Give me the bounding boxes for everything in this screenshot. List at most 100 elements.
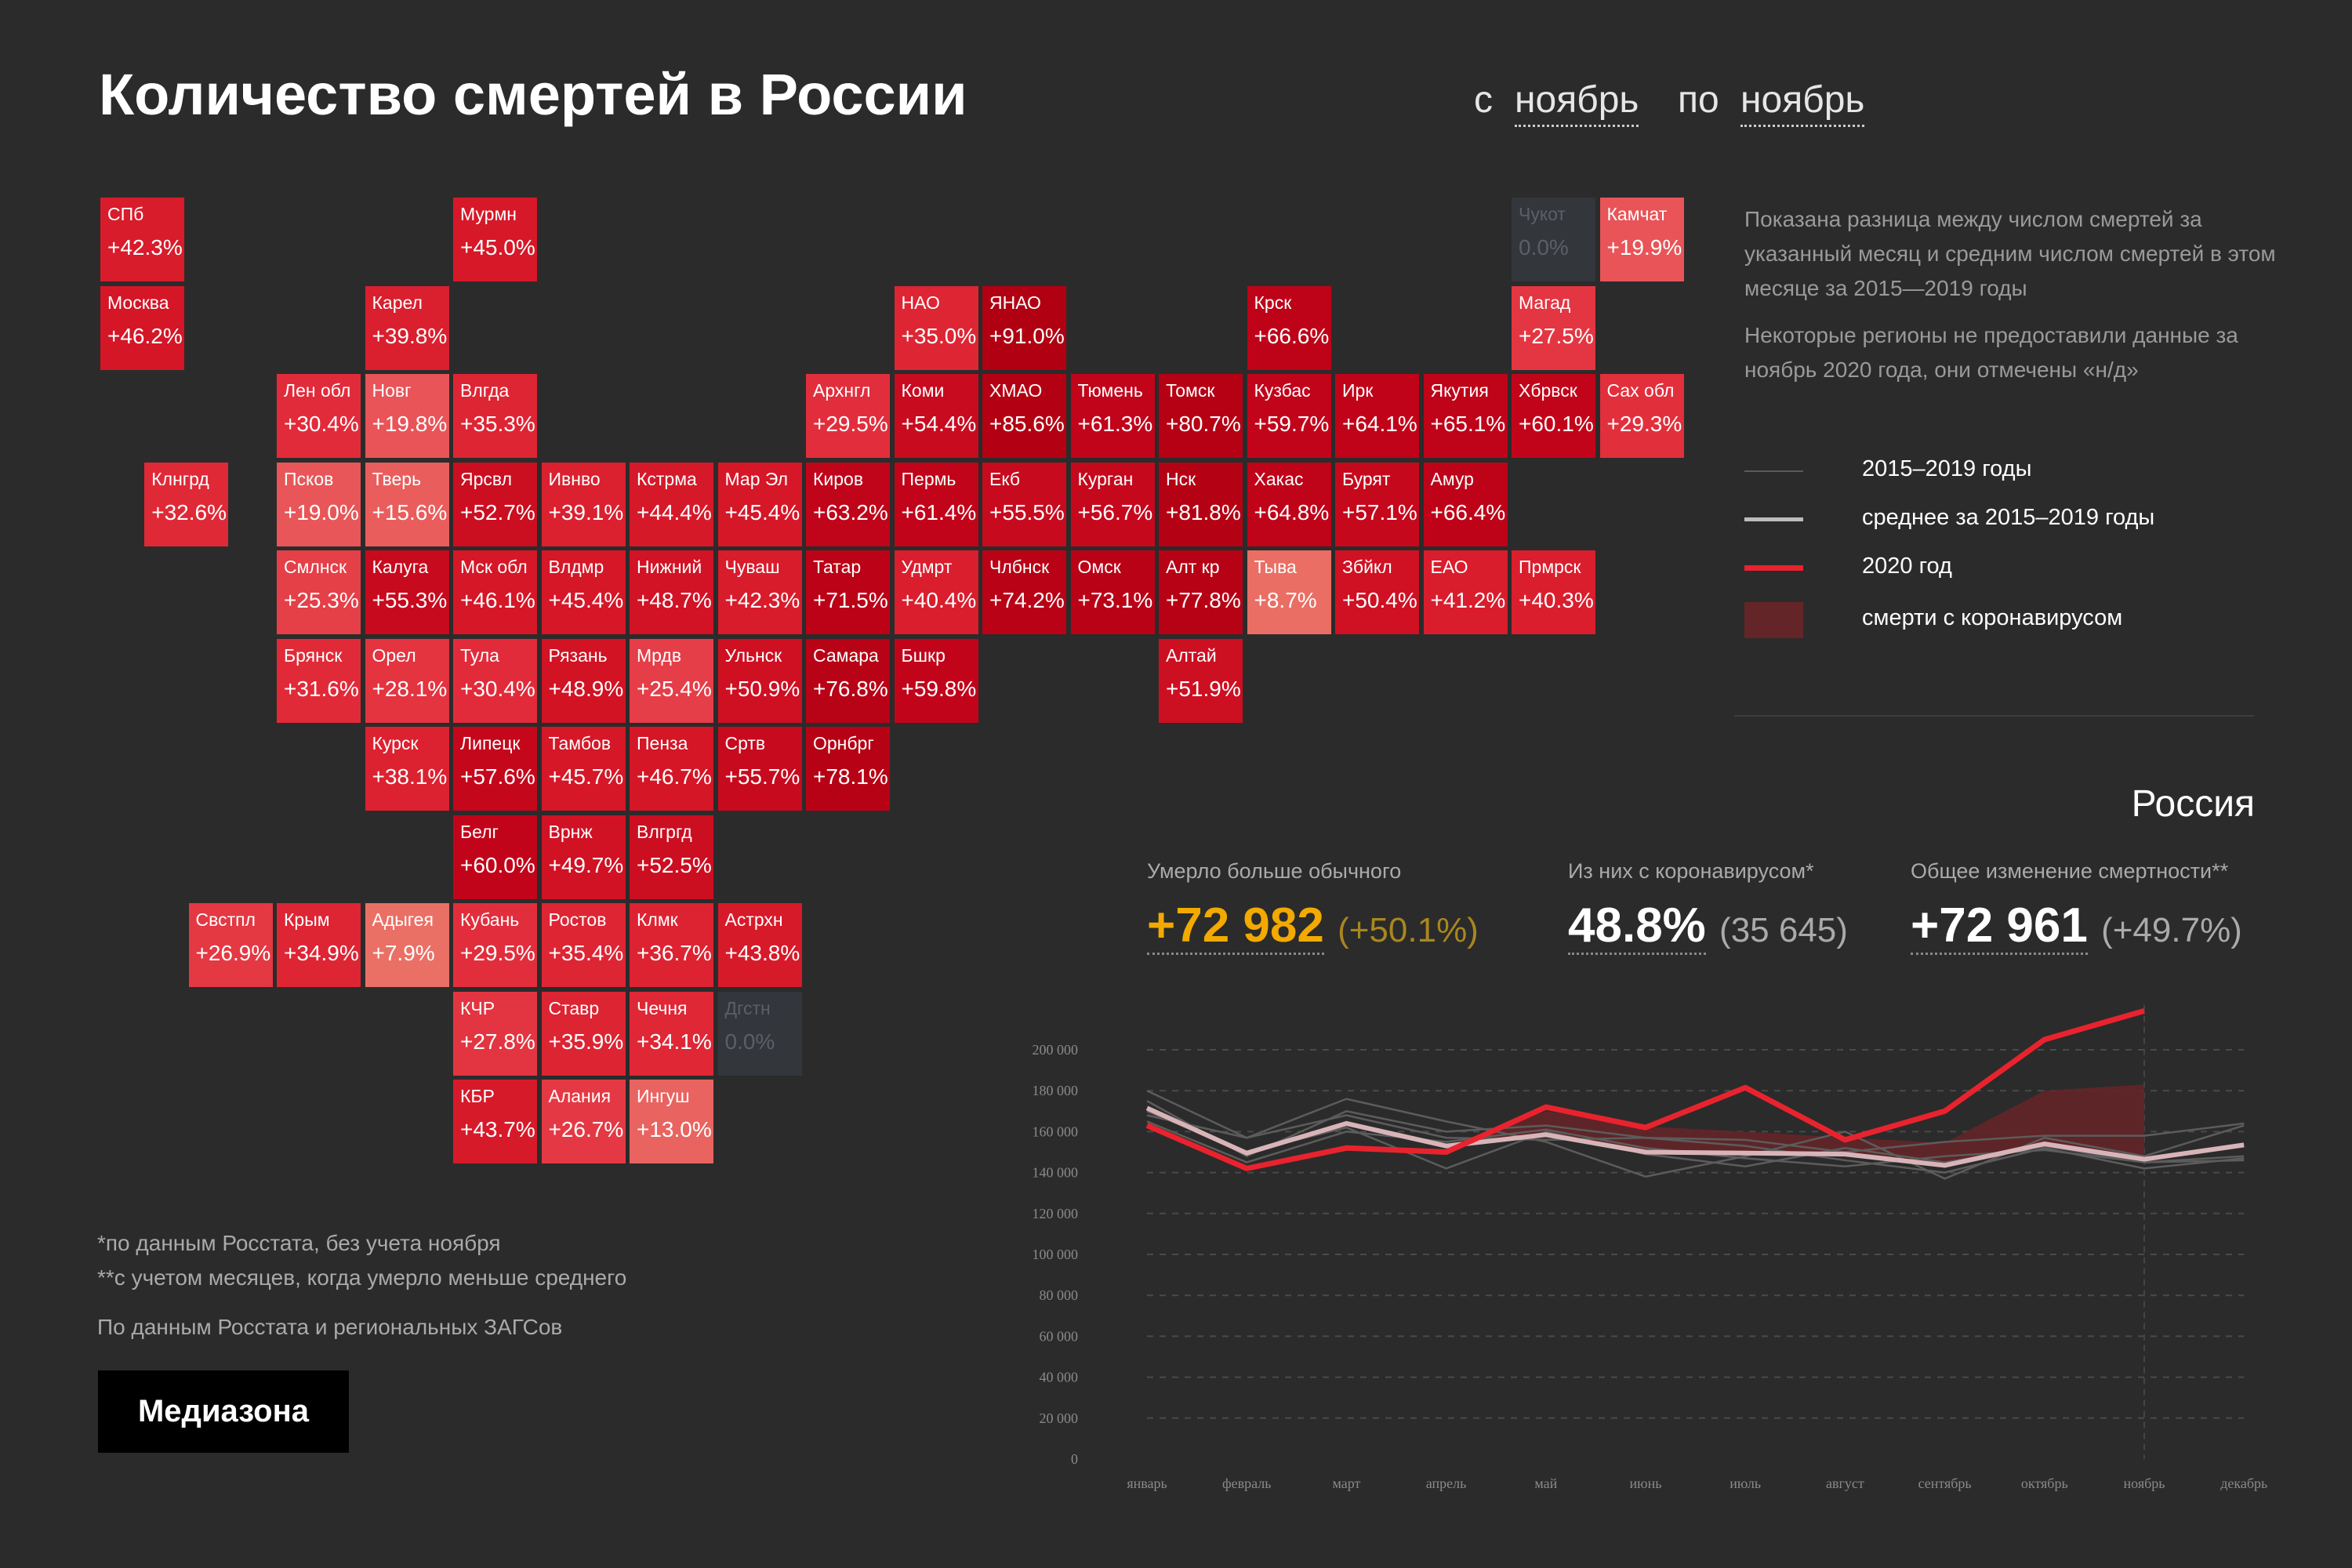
region-value: +52.7% — [460, 499, 535, 524]
from-label: с — [1474, 79, 1493, 121]
region-tile[interactable]: Камчат +19.9% — [1599, 198, 1684, 281]
region-tile[interactable]: Пермь +61.4% — [894, 462, 978, 546]
region-tile[interactable]: Алтай +51.9% — [1159, 638, 1243, 723]
region-tile[interactable]: Нск +81.8% — [1159, 462, 1243, 546]
region-tile[interactable]: Тамбов +45.7% — [541, 727, 626, 811]
description-text: Показана разница между числом смертей за… — [1744, 207, 2276, 300]
region-tile[interactable]: Чечня +34.1% — [630, 991, 713, 1076]
region-tile[interactable]: Белг +60.0% — [453, 815, 537, 899]
region-tile[interactable]: Хбрвск +60.1% — [1512, 374, 1595, 458]
region-tile[interactable]: Магад +27.5% — [1512, 285, 1595, 370]
region-tile[interactable]: Бшкр +59.8% — [894, 638, 978, 723]
region-tile[interactable]: Тюмень +61.3% — [1070, 374, 1155, 458]
region-tile[interactable]: Сах обл +29.3% — [1599, 374, 1684, 458]
region-tile[interactable]: Тула +30.4% — [453, 638, 537, 723]
region-tile[interactable]: Екб +55.5% — [982, 462, 1066, 546]
region-tile[interactable]: Адыгея +7.9% — [365, 903, 449, 987]
region-tile[interactable]: Дгстн 0.0% — [717, 991, 802, 1076]
region-tile[interactable]: Крым +34.9% — [277, 903, 361, 987]
region-tile[interactable]: ХМАО +85.6% — [982, 374, 1066, 458]
region-tile[interactable]: Мрдв +25.4% — [630, 638, 713, 723]
region-tile[interactable]: Брянск +31.6% — [277, 638, 361, 723]
region-tile[interactable]: Самара +76.8% — [806, 638, 890, 723]
region-tile[interactable]: Курган +56.7% — [1070, 462, 1155, 546]
region-value: +19.0% — [284, 499, 359, 524]
mediazona-logo[interactable]: Медиазона — [98, 1370, 349, 1453]
region-tile[interactable]: Липецк +57.6% — [453, 727, 537, 811]
region-value: +57.6% — [460, 764, 535, 789]
region-tile[interactable]: Пенза +46.7% — [630, 727, 713, 811]
region-tile[interactable]: Чуваш +42.3% — [717, 550, 802, 634]
region-tile[interactable]: Ярсвл +52.7% — [453, 462, 537, 546]
region-tile[interactable]: ЕАО +41.2% — [1423, 550, 1508, 634]
region-tile[interactable]: Чукот 0.0% — [1512, 198, 1595, 281]
region-tile[interactable]: ЯНАО +91.0% — [982, 285, 1066, 370]
region-tile[interactable]: Кубань +29.5% — [453, 903, 537, 987]
region-tile[interactable]: Москва +46.2% — [100, 285, 184, 370]
region-tile[interactable]: Мурмн +45.0% — [453, 198, 537, 281]
region-tile[interactable]: Влдмр +45.4% — [541, 550, 626, 634]
region-tile[interactable]: Псков +19.0% — [277, 462, 361, 546]
region-tile[interactable]: Коми +54.4% — [894, 374, 978, 458]
region-tile[interactable]: Врнж +49.7% — [541, 815, 626, 899]
region-tile[interactable]: НАО +35.0% — [894, 285, 978, 370]
region-tile[interactable]: Амур +66.4% — [1423, 462, 1508, 546]
region-tile[interactable]: Бурят +57.1% — [1335, 462, 1419, 546]
region-value: +48.7% — [637, 588, 712, 612]
region-tile[interactable]: Влгда +35.3% — [453, 374, 537, 458]
region-tile[interactable]: Якутия +65.1% — [1423, 374, 1508, 458]
region-tile[interactable]: Лен обл +30.4% — [277, 374, 361, 458]
region-tile[interactable]: Татар +71.5% — [806, 550, 890, 634]
region-tile[interactable]: КБР +43.7% — [453, 1080, 537, 1163]
region-tile[interactable]: Нижний +48.7% — [630, 550, 713, 634]
region-tile[interactable]: Удмрт +40.4% — [894, 550, 978, 634]
region-tile[interactable]: Киров +63.2% — [806, 462, 890, 546]
region-tile[interactable]: Тверь +15.6% — [365, 462, 449, 546]
region-tile[interactable]: Влгргд +52.5% — [630, 815, 713, 899]
region-tile[interactable]: Орнбрг +78.1% — [806, 727, 890, 811]
region-tile[interactable]: Тыва +8.7% — [1247, 550, 1331, 634]
region-tile[interactable]: Новг +19.8% — [365, 374, 449, 458]
region-tile[interactable]: Омск +73.1% — [1070, 550, 1155, 634]
region-tile[interactable]: Архнгл +29.5% — [806, 374, 890, 458]
region-tile[interactable]: Прмрск +40.3% — [1512, 550, 1595, 634]
line-swatch-icon — [1744, 470, 1803, 472]
region-tile[interactable]: Свстпл +26.9% — [188, 903, 273, 987]
region-tile[interactable]: Алт кр +77.8% — [1159, 550, 1243, 634]
region-tile[interactable]: Смлнск +25.3% — [277, 550, 361, 634]
region-tile[interactable]: Ирк +64.1% — [1335, 374, 1419, 458]
region-tile[interactable]: Ульнск +50.9% — [717, 638, 802, 723]
region-tile[interactable]: КЧР +27.8% — [453, 991, 537, 1076]
region-tile[interactable]: Рязань +48.9% — [541, 638, 626, 723]
region-tile[interactable]: Крск +66.6% — [1247, 285, 1331, 370]
region-tile[interactable]: Орел +28.1% — [365, 638, 449, 723]
region-tile[interactable]: Калуга +55.3% — [365, 550, 449, 634]
region-tile[interactable]: Курск +38.1% — [365, 727, 449, 811]
from-month-select[interactable]: ноябрь — [1515, 78, 1639, 127]
region-tile[interactable]: Ставр +35.9% — [541, 991, 626, 1076]
region-tile[interactable]: СПб +42.3% — [100, 198, 184, 281]
region-value: +63.2% — [813, 499, 888, 524]
region-tile[interactable]: Хакас +64.8% — [1247, 462, 1331, 546]
region-tile[interactable]: Кузбас +59.7% — [1247, 374, 1331, 458]
region-tile[interactable]: Збйкл +50.4% — [1335, 550, 1419, 634]
line-swatch-icon — [1744, 565, 1803, 571]
region-tile[interactable]: Ивнво +39.1% — [541, 462, 626, 546]
source-note: По данным Росстата и региональных ЗАГСов — [97, 1315, 563, 1339]
region-tile[interactable]: Астрхн +43.8% — [717, 903, 802, 987]
region-tile[interactable]: Томск +80.7% — [1159, 374, 1243, 458]
region-tile[interactable]: Алания +26.7% — [541, 1080, 626, 1163]
region-value: +42.3% — [107, 235, 183, 260]
region-tile[interactable]: Карел +39.8% — [365, 285, 449, 370]
region-tile[interactable]: Клмк +36.7% — [630, 903, 713, 987]
region-tile[interactable]: Мск обл +46.1% — [453, 550, 537, 634]
to-month-select[interactable]: ноябрь — [1740, 78, 1865, 127]
region-tile[interactable]: Ростов +35.4% — [541, 903, 626, 987]
region-tile[interactable]: Сртв +55.7% — [717, 727, 802, 811]
region-label: Омск — [1077, 557, 1121, 577]
region-tile[interactable]: Члбнск +74.2% — [982, 550, 1066, 634]
region-tile[interactable]: Кстрма +44.4% — [630, 462, 713, 546]
region-tile[interactable]: Мар Эл +45.4% — [717, 462, 802, 546]
region-tile[interactable]: Клнгрд +32.6% — [144, 462, 229, 546]
region-tile[interactable]: Ингуш +13.0% — [630, 1080, 713, 1163]
